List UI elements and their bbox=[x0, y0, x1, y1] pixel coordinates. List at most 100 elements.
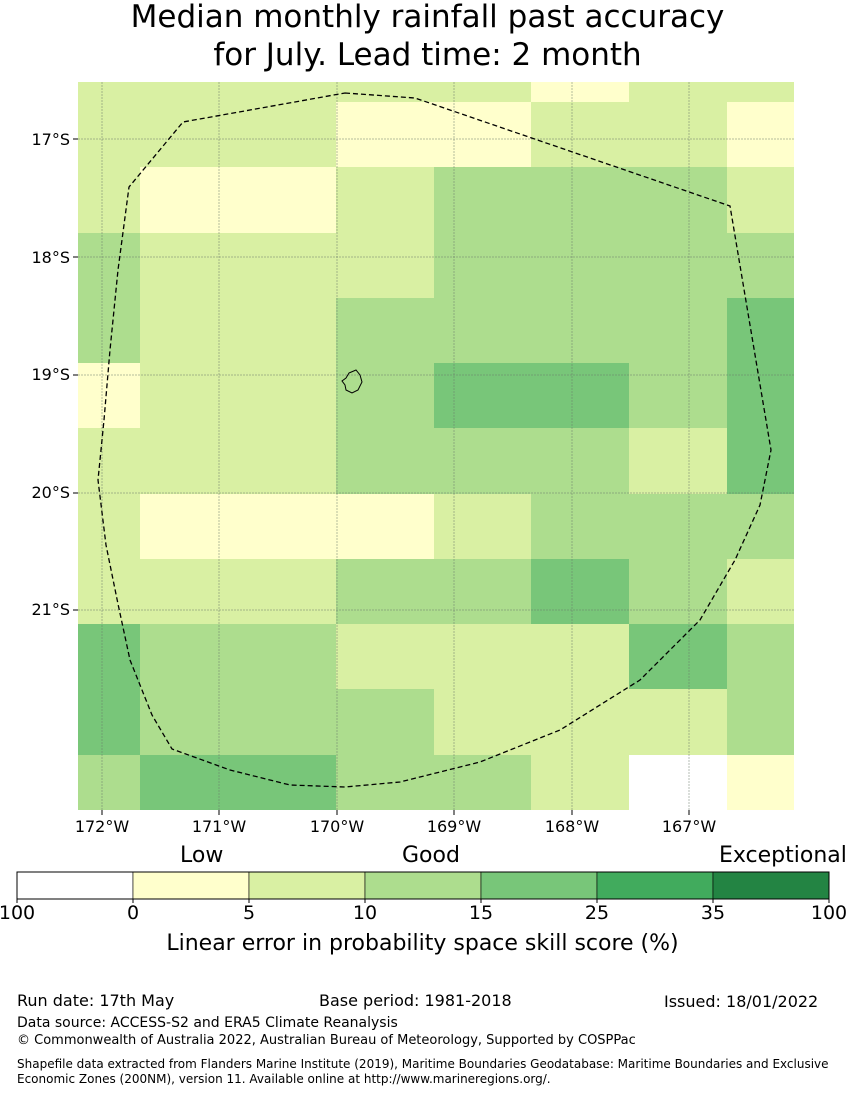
grid-cell bbox=[727, 755, 794, 810]
grid-cell bbox=[629, 428, 727, 494]
grid-cell bbox=[78, 102, 140, 167]
grid-cell bbox=[531, 755, 629, 810]
grid-cell bbox=[531, 167, 629, 233]
grid-cell bbox=[336, 167, 434, 233]
colorbar-tick-label: 35 bbox=[700, 902, 726, 924]
lat-label-17s: 17°S bbox=[31, 130, 70, 149]
grid-cell bbox=[531, 233, 629, 298]
colorbar-swatch bbox=[16, 871, 134, 900]
grid-cell bbox=[140, 363, 238, 428]
grid-cell bbox=[727, 298, 794, 363]
base-period: Base period: 1981-2018 bbox=[319, 991, 512, 1010]
colorbar-swatch bbox=[248, 871, 366, 900]
legend-category-good: Good bbox=[402, 843, 460, 868]
grid-cell bbox=[140, 298, 238, 363]
grid-cell bbox=[238, 755, 336, 810]
grid-cell bbox=[434, 689, 531, 755]
grid-cell bbox=[238, 624, 336, 689]
colorbar-tick-label: 25 bbox=[584, 902, 610, 924]
grid-cell bbox=[140, 494, 238, 559]
grid-cell bbox=[78, 82, 140, 102]
grid-cell bbox=[238, 233, 336, 298]
grid-cell bbox=[140, 689, 238, 755]
lon-label-168w: 168°W bbox=[545, 817, 600, 836]
grid-cell bbox=[238, 428, 336, 494]
grid-cell bbox=[434, 233, 531, 298]
grid-cell bbox=[629, 755, 727, 810]
colorbar-swatch bbox=[480, 871, 598, 900]
run-date: Run date: 17th May bbox=[17, 991, 175, 1010]
grid-cell bbox=[78, 167, 140, 233]
axis-ticks bbox=[73, 138, 690, 815]
colorbar-swatch bbox=[596, 871, 714, 900]
grid-cell bbox=[238, 167, 336, 233]
grid-cell bbox=[78, 755, 140, 810]
grid-cell bbox=[78, 689, 140, 755]
grid-cell bbox=[434, 494, 531, 559]
shapefile-credit-line-1: Shapefile data extracted from Flanders M… bbox=[17, 1057, 829, 1071]
grid-cell bbox=[238, 689, 336, 755]
colorbar-axis-label: Linear error in probability space skill … bbox=[166, 931, 679, 956]
grid-cell bbox=[140, 428, 238, 494]
shapefile-credit-line-2: Economic Zones (200NM), version 11. Avai… bbox=[17, 1072, 551, 1086]
grid-cell bbox=[238, 102, 336, 167]
lat-label-20s: 20°S bbox=[31, 483, 70, 502]
grid-cell bbox=[336, 102, 434, 167]
grid-cell bbox=[629, 363, 727, 428]
grid-cell bbox=[434, 298, 531, 363]
lon-label-169w: 169°W bbox=[427, 817, 482, 836]
grid-cell bbox=[629, 298, 727, 363]
grid-cell bbox=[336, 689, 434, 755]
grid-cell bbox=[531, 102, 629, 167]
colorbar-swatch bbox=[364, 871, 482, 900]
grid-cell bbox=[78, 298, 140, 363]
map-title-line-1: Median monthly rainfall past accuracy bbox=[130, 0, 725, 35]
grid-cell bbox=[140, 233, 238, 298]
lon-label-170w: 170°W bbox=[310, 817, 365, 836]
latitude-labels: 17°S 18°S 19°S 20°S 21°S bbox=[31, 130, 70, 619]
grid-cell bbox=[336, 624, 434, 689]
grid-cell bbox=[629, 233, 727, 298]
grid-cell bbox=[434, 559, 531, 624]
colorbar-tick-label: 5 bbox=[242, 902, 256, 924]
grid-cell bbox=[78, 363, 140, 428]
grid-cell bbox=[78, 624, 140, 689]
colorbar-swatch bbox=[712, 871, 830, 900]
issued-date: Issued: 18/01/2022 bbox=[664, 992, 819, 1011]
grid-cell bbox=[238, 298, 336, 363]
data-source: Data source: ACCESS-S2 and ERA5 Climate … bbox=[17, 1015, 398, 1031]
grid-cell bbox=[140, 167, 238, 233]
grid-cell bbox=[727, 363, 794, 428]
grid-cell bbox=[531, 624, 629, 689]
colorbar-outline bbox=[16, 871, 830, 900]
lon-label-171w: 171°W bbox=[192, 817, 247, 836]
grid-cell bbox=[336, 428, 434, 494]
grid-cell bbox=[140, 102, 238, 167]
grid-cell bbox=[336, 363, 434, 428]
colorbar-tick-label: 15 bbox=[468, 902, 494, 924]
copyright: © Commonwealth of Australia 2022, Austra… bbox=[17, 1033, 636, 1048]
grid-cell bbox=[238, 559, 336, 624]
grid-cell bbox=[336, 298, 434, 363]
lat-label-19s: 19°S bbox=[31, 365, 70, 384]
grid-cell bbox=[78, 559, 140, 624]
skill-grid bbox=[78, 82, 794, 810]
grid-cell bbox=[727, 559, 794, 624]
grid-cell bbox=[434, 167, 531, 233]
grid-cell bbox=[629, 494, 727, 559]
grid-cell bbox=[434, 363, 531, 428]
grid-cell bbox=[238, 363, 336, 428]
grid-cell bbox=[336, 755, 434, 810]
longitude-labels: 172°W 171°W 170°W 169°W 168°W 167°W bbox=[75, 817, 717, 836]
grid-cell bbox=[727, 82, 794, 102]
colorbar bbox=[16, 871, 830, 903]
colorbar-tick-label: 100 bbox=[810, 902, 848, 924]
grid-cell bbox=[531, 82, 629, 102]
niue-island bbox=[341, 369, 363, 394]
grid-cell bbox=[727, 167, 794, 233]
grid-cell bbox=[78, 494, 140, 559]
grid-cell bbox=[140, 559, 238, 624]
grid-cell bbox=[434, 624, 531, 689]
grid-cell bbox=[140, 755, 238, 810]
colorbar-swatch bbox=[132, 871, 250, 900]
